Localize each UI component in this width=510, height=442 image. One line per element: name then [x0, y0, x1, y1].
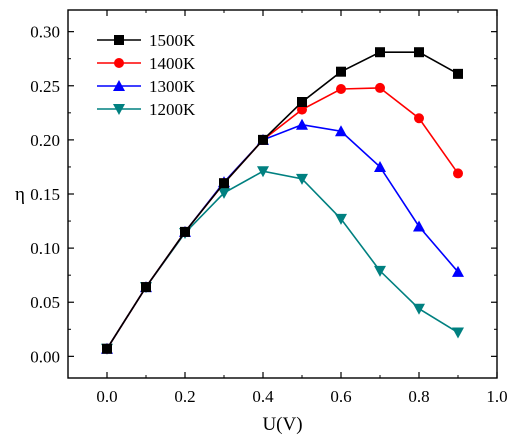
data-point	[296, 173, 308, 185]
series-line	[106, 170, 459, 350]
x-tick-label: 0.8	[408, 387, 429, 406]
x-axis-title: U(V)	[262, 414, 302, 435]
legend-entry: 1200K	[97, 100, 196, 119]
data-point	[297, 104, 307, 115]
legend-marker	[113, 104, 125, 115]
data-point	[453, 68, 463, 79]
y-tick-label: 0.10	[30, 239, 60, 258]
data-point	[374, 265, 386, 277]
legend-label: 1200K	[149, 100, 196, 119]
x-tick-label: 0.0	[96, 387, 117, 406]
legend-label: 1300K	[149, 77, 196, 96]
axes: 0.0 0.2 0.4 0.6 0.8 1.0 0.00 0.05 0.10 0.15 0.20 0.…	[30, 9, 508, 406]
data-point	[218, 187, 230, 199]
data-point	[414, 113, 424, 124]
legend-label: 1400K	[149, 54, 196, 73]
plot-area	[101, 47, 464, 355]
series-1200K	[101, 166, 464, 355]
data-point	[452, 327, 464, 339]
data-point	[414, 47, 424, 58]
data-point	[413, 303, 425, 315]
data-point	[102, 343, 112, 354]
y-axis-title: η	[15, 184, 25, 205]
legend-entry: 1400K	[97, 54, 196, 73]
data-point	[141, 282, 151, 293]
x-tick-label: 1.0	[486, 387, 507, 406]
data-point	[219, 178, 229, 189]
y-tick-label: 0.15	[30, 185, 60, 204]
x-tick-label: 0.4	[252, 387, 274, 406]
data-point	[335, 125, 347, 137]
data-point	[297, 97, 307, 107]
legend-marker	[114, 58, 124, 68]
data-point	[453, 168, 463, 179]
data-point	[413, 220, 425, 232]
data-point	[374, 160, 386, 172]
legend-marker	[114, 35, 124, 45]
series-line	[106, 123, 459, 350]
legend-entry: 1300K	[97, 77, 196, 96]
data-point	[375, 47, 385, 58]
y-tick-label: 0.20	[30, 131, 60, 150]
data-point	[180, 226, 190, 237]
data-point	[296, 118, 308, 130]
legend: 1500K 1400K 1300K 1200K	[97, 31, 196, 119]
y-tick-label: 0.05	[30, 293, 60, 312]
data-point	[257, 166, 269, 178]
data-point	[452, 265, 464, 277]
plot-frame	[67, 9, 498, 379]
series-1500K	[102, 47, 463, 354]
series-line	[106, 51, 459, 350]
series-1300K	[101, 118, 464, 354]
data-point	[336, 66, 346, 77]
legend-entry: 1500K	[97, 31, 196, 50]
data-point	[335, 213, 347, 225]
y-tick-label: 0.30	[30, 23, 60, 42]
legend-marker	[113, 80, 125, 91]
y-tick-label: 0.00	[30, 347, 60, 366]
x-tick-label: 0.2	[174, 387, 195, 406]
data-point	[258, 134, 268, 145]
data-point	[375, 82, 385, 93]
y-tick-label: 0.25	[30, 77, 60, 96]
legend-label: 1500K	[149, 31, 196, 50]
series-1400K	[102, 82, 463, 354]
data-point	[336, 84, 346, 95]
x-tick-label: 0.6	[330, 387, 351, 406]
series-line	[106, 87, 459, 350]
